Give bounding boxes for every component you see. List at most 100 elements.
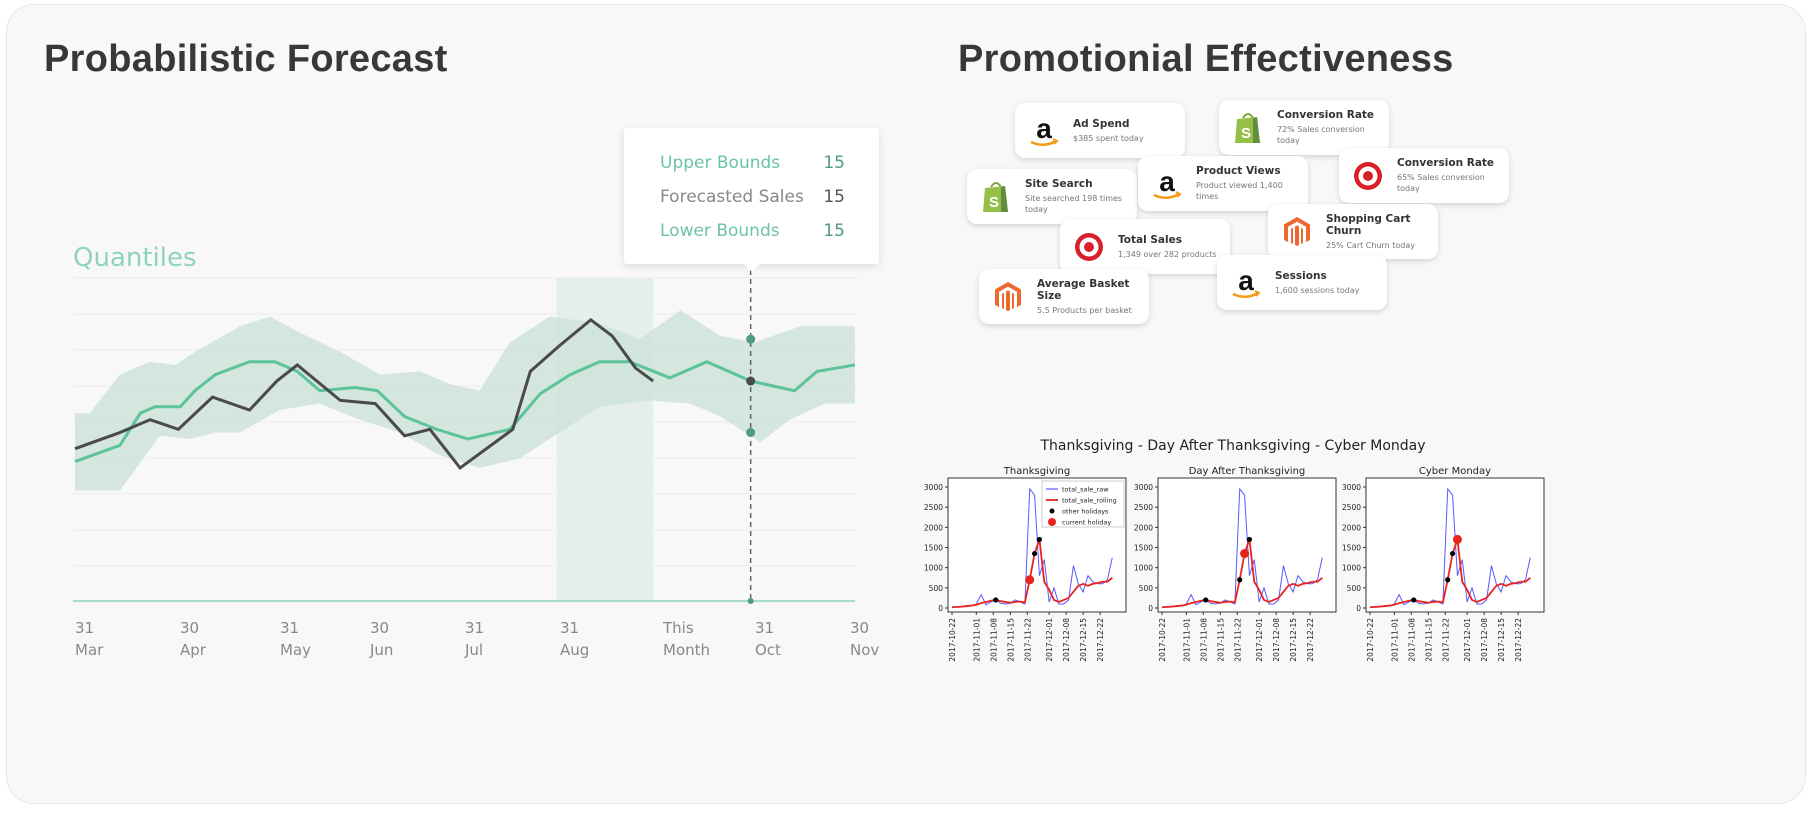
y-tick-label: 1000 <box>1342 564 1361 573</box>
metric-card[interactable]: Average Basket Size 5.5 Products per bask… <box>979 269 1149 324</box>
x-tick-label: 2017-12-15 <box>1497 618 1506 662</box>
y-tick-label: 0 <box>1356 604 1361 613</box>
x-tick-label: 2017-11-08 <box>989 618 998 662</box>
chart-label: Quantiles <box>73 243 197 273</box>
other-holiday-point <box>1449 550 1456 557</box>
card-title: Sessions <box>1275 269 1327 282</box>
hover-point <box>746 334 756 344</box>
y-tick-label: 2000 <box>1134 523 1153 532</box>
x-tick-label: 31 May <box>280 619 311 659</box>
metric-card[interactable]: a Product Views Product viewed 1,400 times <box>1138 156 1308 211</box>
svg-text:S: S <box>989 194 999 211</box>
x-tick-label: 2017-11-22 <box>1441 618 1450 662</box>
other-holiday-point <box>1411 597 1417 603</box>
legend-marker <box>1049 508 1055 514</box>
x-tick-label: 2017-11-22 <box>1233 618 1242 662</box>
card-subtitle: Product viewed 1,400 times <box>1196 181 1283 201</box>
metric-card[interactable]: S Conversion Rate 72% Sales conversion tod… <box>1219 100 1389 155</box>
forecast-line <box>74 360 856 463</box>
x-tick-label: This Month <box>662 619 710 659</box>
y-tick-label: 1000 <box>1134 564 1153 573</box>
current-holiday-point <box>1240 549 1250 559</box>
y-tick-label: 2000 <box>924 523 943 532</box>
x-tick-label: 2017-11-08 <box>1407 618 1416 662</box>
card-subtitle: 1,349 over 282 products <box>1118 249 1217 259</box>
x-tick-label: 2017-12-01 <box>1255 618 1264 662</box>
quantile-band <box>75 310 855 491</box>
metric-card[interactable]: Conversion Rate 65% Sales conversion toda… <box>1339 148 1509 203</box>
legend-label: current holiday <box>1062 519 1111 527</box>
subplot-title: Cyber Monday <box>1419 466 1491 477</box>
x-tick-label: 30 Apr <box>180 619 207 659</box>
x-tick-label: 2017-12-15 <box>1079 618 1088 662</box>
actual-line <box>74 317 655 471</box>
x-tick-label: 2017-12-01 <box>1463 618 1472 662</box>
x-tick-label: 2017-11-01 <box>1182 618 1191 662</box>
shopify-icon: S <box>1231 110 1265 146</box>
x-tick-label: 2017-11-08 <box>1199 618 1208 662</box>
subplot: Thanksgiving 0 500 1000 1500 2000 2500 3000 2017… <box>924 466 1127 662</box>
x-tick-label: 31 Oct <box>755 619 781 659</box>
raw-line <box>1369 487 1531 608</box>
y-tick-label: 1000 <box>924 564 943 573</box>
metric-card[interactable]: S Site Search Site searched 198 times toda… <box>967 169 1137 224</box>
x-tick-label: 2017-12-15 <box>1289 618 1298 662</box>
raw-line <box>951 487 1113 608</box>
subplot: Day After Thanksgiving 0 500 1000 1500 2000 25… <box>1134 466 1337 662</box>
metric-card[interactable]: Total Sales 1,349 over 282 products <box>1060 219 1230 274</box>
tooltip-upper: Upper Bounds 15 <box>660 153 845 173</box>
y-tick-label: 500 <box>1139 584 1154 593</box>
amazon-icon: a <box>1229 265 1263 301</box>
x-tick-label: 31 Mar <box>75 619 104 659</box>
x-tick-label: 30 Nov <box>850 619 879 659</box>
forecast-title: Probabilistic Forecast <box>44 38 448 80</box>
x-tick-label: 2017-12-08 <box>1062 618 1071 662</box>
card-title: Shopping Cart Churn <box>1326 212 1411 237</box>
svg-text:S: S <box>1241 125 1251 142</box>
subplot: Cyber Monday 0 500 1000 1500 2000 2500 3000 2017… <box>1342 466 1545 662</box>
rolling-line <box>951 539 1113 609</box>
x-tick-label: 2017-10-22 <box>1158 618 1167 662</box>
y-tick-label: 1500 <box>1342 544 1361 553</box>
other-holiday-point <box>1237 577 1243 583</box>
legend-label: other holidays <box>1062 508 1109 516</box>
amazon-icon: a <box>1027 113 1061 149</box>
x-tick-label: 2017-12-01 <box>1045 618 1054 662</box>
raw-line <box>1161 487 1323 608</box>
x-tick-label: 2017-11-01 <box>972 618 981 662</box>
y-tick-label: 1500 <box>1134 544 1153 553</box>
forecast-tooltip: Upper Bounds 15 Forecasted Sales 15 Lower … <box>624 128 879 272</box>
card-title: Site Search <box>1025 178 1093 190</box>
forecast-chart[interactable]: Quantiles 31 Mar 30 Apr 31 May 30 Jun 31 Jul 31 Aug T… <box>0 230 900 670</box>
x-tick-label: 2017-12-22 <box>1514 618 1523 662</box>
hover-point <box>746 376 756 386</box>
hover-point <box>746 428 756 438</box>
metric-card[interactable]: a Sessions 1,600 sessions today <box>1217 255 1387 310</box>
card-subtitle: 65% Sales conversion today <box>1397 173 1485 193</box>
x-tick-label: 2017-12-22 <box>1306 618 1315 662</box>
y-tick-label: 3000 <box>924 483 943 492</box>
target-icon <box>1351 158 1385 194</box>
tooltip-forecast: Forecasted Sales 15 <box>660 187 845 207</box>
card-subtitle: 5.5 Products per basket <box>1037 305 1132 315</box>
magento-icon <box>991 279 1025 315</box>
card-title: Average Basket Size <box>1037 277 1130 302</box>
subplot-title: Day After Thanksgiving <box>1189 466 1306 477</box>
promo-title: Promotionial Effectiveness <box>958 38 1454 80</box>
card-subtitle: 72% Sales conversion today <box>1277 125 1365 145</box>
legend-label: total_sale_raw <box>1062 486 1109 494</box>
x-tick-label: 2017-11-15 <box>1424 618 1433 662</box>
y-tick-label: 2500 <box>924 503 943 512</box>
y-tick-label: 0 <box>938 604 943 613</box>
amazon-icon: a <box>1150 166 1184 202</box>
metric-card[interactable]: Shopping Cart Churn 25% Cart Churn today <box>1268 204 1438 259</box>
y-tick-label: 1500 <box>924 544 943 553</box>
shopify-icon: S <box>979 179 1013 215</box>
other-holiday-point <box>1036 536 1043 543</box>
current-holiday-point <box>1452 534 1462 544</box>
other-holiday-point <box>1445 577 1451 583</box>
metric-card[interactable]: a Ad Spend $385 spent today <box>1015 103 1185 158</box>
other-holiday-point <box>1031 550 1038 557</box>
x-tick-label: 31 Jul <box>464 619 484 659</box>
current-holiday-point <box>1025 575 1035 585</box>
